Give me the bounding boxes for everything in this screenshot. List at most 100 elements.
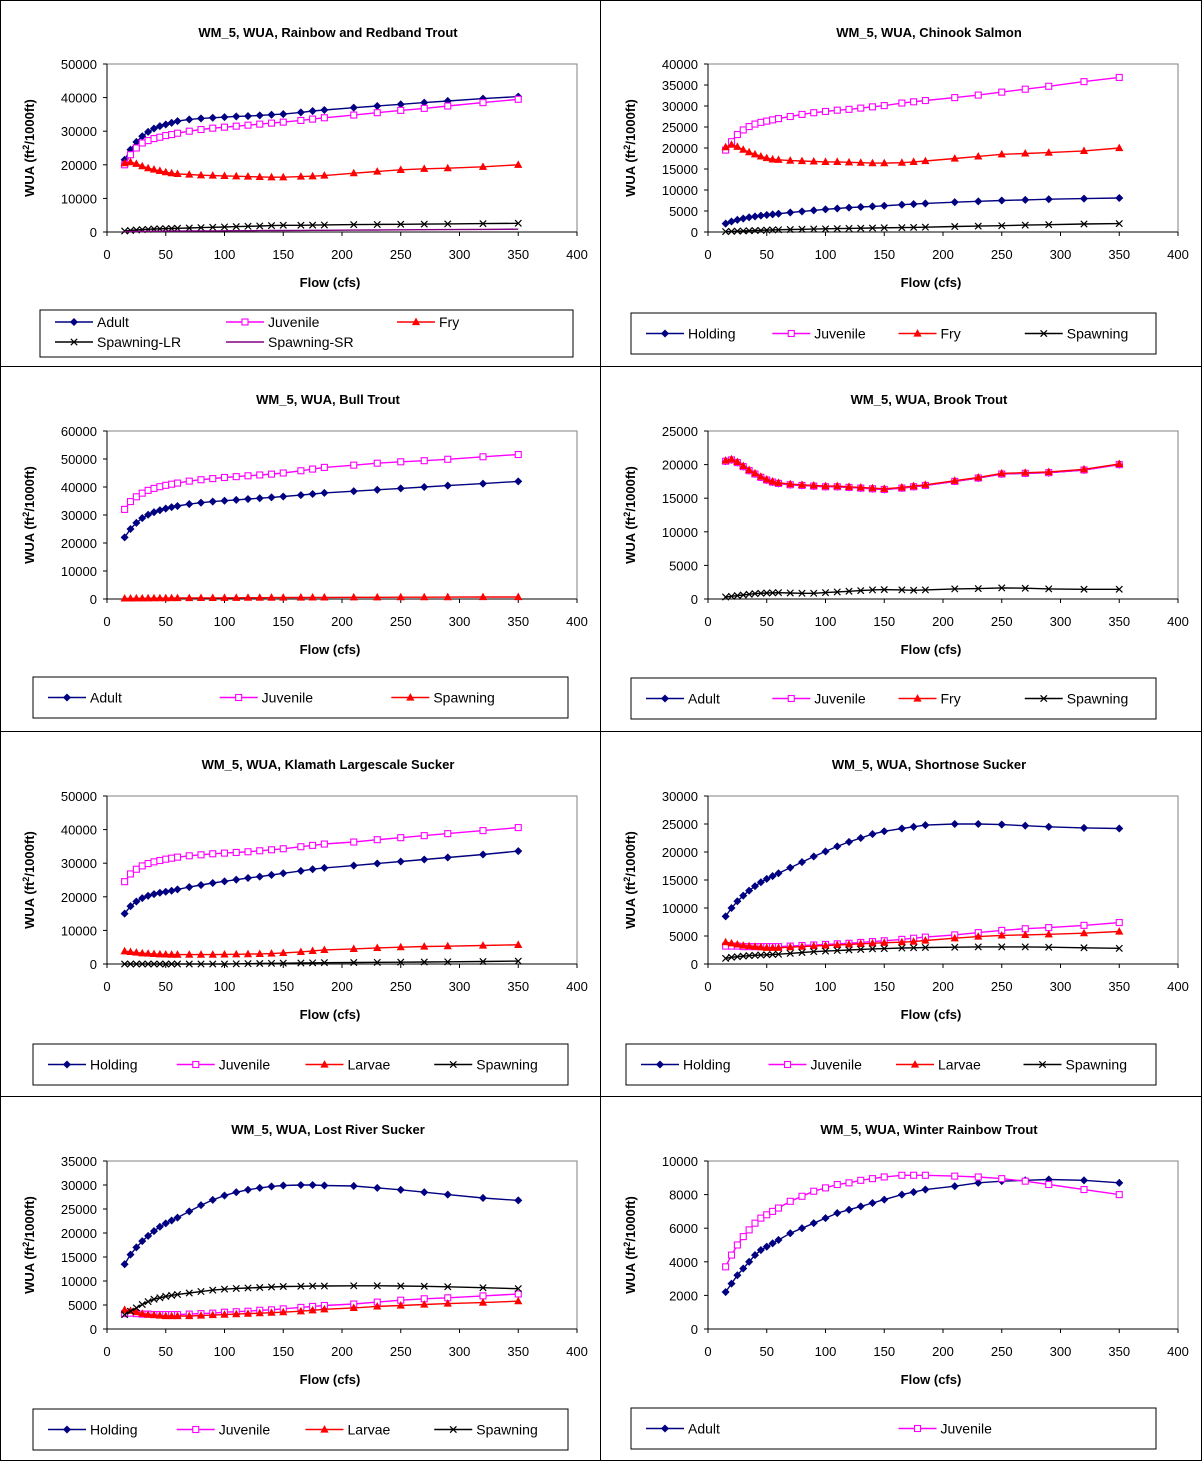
data-point: [126, 593, 135, 602]
data-point: [208, 1195, 217, 1204]
legend-item-juvenile: Juvenile: [176, 1057, 270, 1073]
data-point: [751, 951, 759, 959]
legend-marker: [406, 693, 415, 701]
legend-marker: [192, 1060, 200, 1069]
data-point: [126, 947, 135, 956]
data-point: [910, 1171, 918, 1179]
series-juvenile: [121, 450, 522, 513]
data-point: [833, 106, 841, 114]
data-point: [1115, 585, 1123, 593]
data-point: [974, 932, 983, 940]
data-point: [132, 897, 141, 906]
data-point: [144, 163, 153, 172]
data-point: [208, 878, 217, 888]
data-point: [786, 479, 795, 488]
series-fry: [120, 157, 523, 181]
chart-svg: WM_5, WUA, Bull Trout 0 10000 20000 30000 400…: [21, 392, 588, 719]
data-point: [809, 206, 818, 215]
data-point: [898, 586, 906, 594]
legend: Holding Juvenile Larvae Spawning: [32, 1408, 569, 1451]
data-point: [898, 944, 906, 952]
x-tick-label: 100: [214, 979, 236, 994]
data-point: [197, 476, 205, 484]
y-tick-label: 15000: [61, 1250, 97, 1265]
data-point: [309, 115, 317, 123]
data-point: [833, 481, 842, 490]
data-point: [173, 885, 182, 894]
data-point: [126, 524, 135, 534]
data-point: [320, 945, 329, 953]
data-point: [950, 154, 959, 162]
legend-label: Spawning: [433, 690, 495, 706]
data-point: [786, 208, 795, 217]
x-tick-label: 350: [507, 247, 529, 262]
data-point: [974, 1173, 982, 1181]
x-tick-label: 200: [932, 247, 954, 262]
legend-label: Spawning: [1067, 691, 1129, 707]
x-tick-label: 300: [1050, 979, 1072, 994]
data-point: [762, 210, 771, 220]
data-point: [721, 912, 730, 921]
series-adult: [120, 477, 523, 542]
data-point: [120, 1260, 129, 1269]
data-point: [821, 847, 830, 856]
data-point: [126, 226, 135, 235]
data-point: [1080, 1186, 1088, 1194]
data-point: [809, 1219, 818, 1228]
data-point: [308, 1180, 317, 1190]
data-point: [751, 226, 759, 235]
data-point: [1080, 78, 1088, 86]
legend-marker: [913, 329, 922, 337]
data-point: [739, 941, 748, 949]
data-point: [745, 465, 754, 474]
data-point: [320, 959, 328, 967]
data-point: [721, 219, 730, 228]
x-tick-label: 350: [1108, 1344, 1130, 1359]
data-point: [243, 949, 253, 958]
legend-item-spawning: Spawning: [434, 1422, 538, 1438]
data-point: [156, 856, 164, 865]
x-tick-label: 200: [331, 247, 353, 262]
x-tick-label: 150: [272, 1344, 294, 1359]
legend-marker: [62, 693, 72, 702]
data-point: [255, 593, 264, 601]
data-point: [514, 95, 522, 103]
y-tick-label: 20000: [61, 536, 97, 551]
data-point: [244, 222, 252, 230]
data-point: [161, 593, 170, 602]
legend-box: [32, 1043, 569, 1086]
data-point: [786, 863, 795, 872]
data-point: [950, 476, 959, 484]
data-point: [279, 221, 287, 229]
legend-label: Larvae: [348, 1057, 391, 1073]
data-point: [1080, 585, 1088, 593]
data-point: [155, 166, 164, 174]
data-point: [279, 469, 287, 477]
data-point: [296, 947, 305, 956]
data-point: [951, 222, 959, 231]
data-point: [232, 171, 241, 180]
chart-panel-3: WM_5, WUA, Bull Trout 0 10000 20000 30000 400…: [0, 367, 601, 732]
data-point: [185, 1289, 193, 1297]
data-point: [756, 211, 765, 220]
legend-item-spawning-lr: Spawning-LR: [55, 334, 181, 350]
data-point: [833, 946, 841, 955]
data-point: [868, 224, 877, 232]
data-point: [733, 142, 742, 150]
data-point: [232, 1284, 240, 1293]
x-tick-label: 150: [272, 247, 294, 262]
data-point: [138, 1309, 147, 1317]
data-point: [168, 131, 176, 139]
x-tick-label: 50: [760, 614, 774, 629]
data-point: [833, 842, 842, 851]
plot-area: [106, 430, 578, 600]
data-point: [144, 960, 152, 968]
data-point: [786, 589, 794, 597]
data-point: [420, 592, 429, 601]
chart-panel-5: WM_5, WUA, Klamath Largescale Sucker 0 100…: [0, 732, 601, 1097]
data-point: [797, 207, 807, 216]
legend-marker: [449, 1425, 457, 1434]
legend-marker: [660, 694, 670, 703]
data-point: [798, 225, 806, 233]
data-point: [1115, 944, 1123, 952]
